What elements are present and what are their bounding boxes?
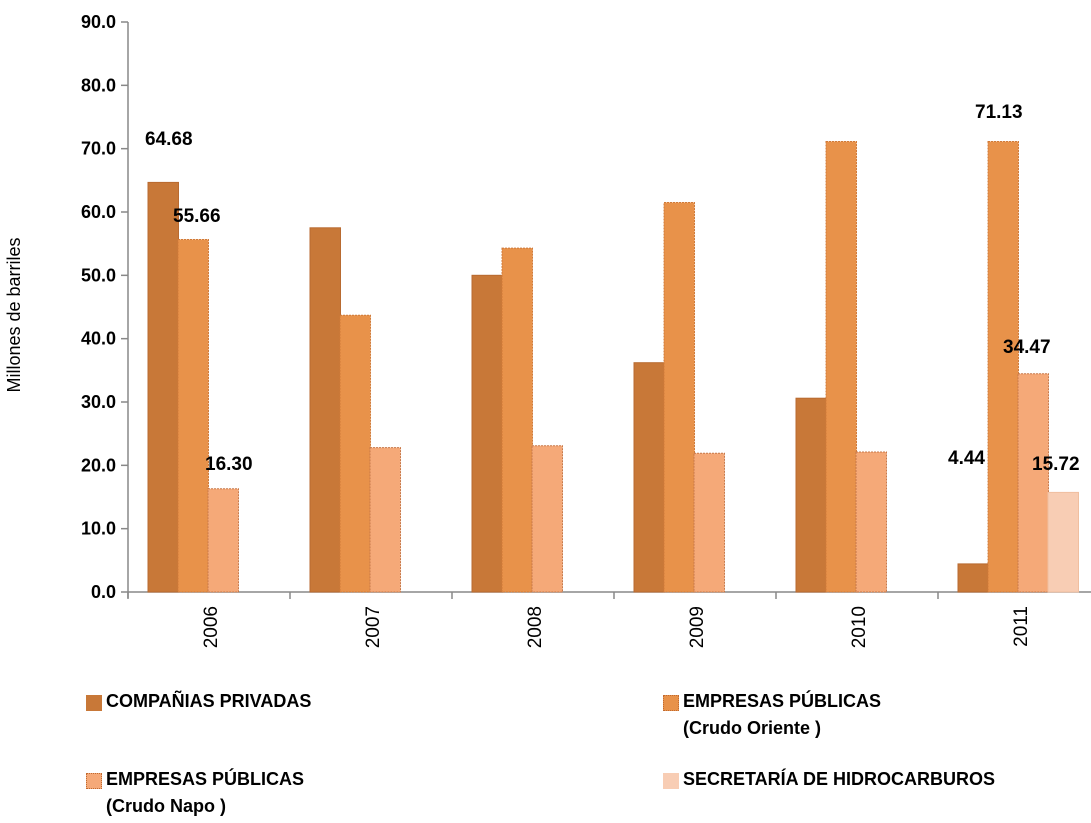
x-tick-label: 2009	[687, 606, 708, 648]
bar	[369, 447, 401, 593]
y-tick-label: 60.0	[81, 202, 116, 222]
y-tick-label: 20.0	[81, 455, 116, 475]
x-tick-label: 2011	[1011, 606, 1032, 647]
bar	[663, 202, 695, 593]
data-label: 4.44	[948, 448, 985, 469]
bar	[987, 141, 1019, 593]
bar	[177, 239, 209, 593]
bar	[795, 397, 827, 593]
y-tick-label: 80.0	[81, 75, 116, 95]
y-tick-label: 90.0	[81, 12, 116, 32]
data-label: 15.72	[1032, 454, 1080, 475]
bars	[147, 141, 1079, 593]
data-labels: 64.68 4.44 55.66 71.13 16.30 34.47 15.72	[145, 102, 1080, 475]
data-label: 34.47	[1003, 337, 1051, 358]
bar	[207, 488, 239, 593]
bar	[693, 452, 725, 593]
y-tick-label: 0.0	[91, 582, 116, 602]
bar	[855, 451, 887, 593]
bar	[825, 141, 857, 593]
data-label: 64.68	[145, 129, 193, 150]
y-tick-label: 10.0	[81, 519, 116, 539]
axes: 0.0 10.0 20.0 30.0 40.0 50.0 60.0 70.0 80.0 90.0 2…	[81, 12, 1091, 648]
x-tick-label: 2007	[363, 606, 384, 648]
x-tick-label: 2008	[525, 606, 546, 648]
data-label: 16.30	[205, 454, 253, 475]
y-tick-label: 40.0	[81, 329, 116, 349]
bar	[633, 362, 665, 593]
bar	[147, 181, 179, 593]
x-tick-label: 2010	[849, 606, 870, 648]
bar	[501, 247, 533, 593]
bar	[1047, 491, 1079, 593]
data-label: 71.13	[975, 102, 1023, 123]
bar	[531, 445, 563, 593]
bar	[309, 227, 341, 593]
data-label: 55.66	[173, 206, 221, 227]
y-tick-label: 30.0	[81, 392, 116, 412]
bar	[471, 274, 503, 593]
y-tick-label: 70.0	[81, 139, 116, 159]
bar	[957, 563, 989, 593]
x-tick-label: 2006	[201, 606, 222, 648]
y-axis-title: Millones de barriles	[4, 237, 24, 392]
y-tick-label: 50.0	[81, 265, 116, 285]
bar	[339, 314, 371, 593]
bar	[1017, 373, 1049, 593]
